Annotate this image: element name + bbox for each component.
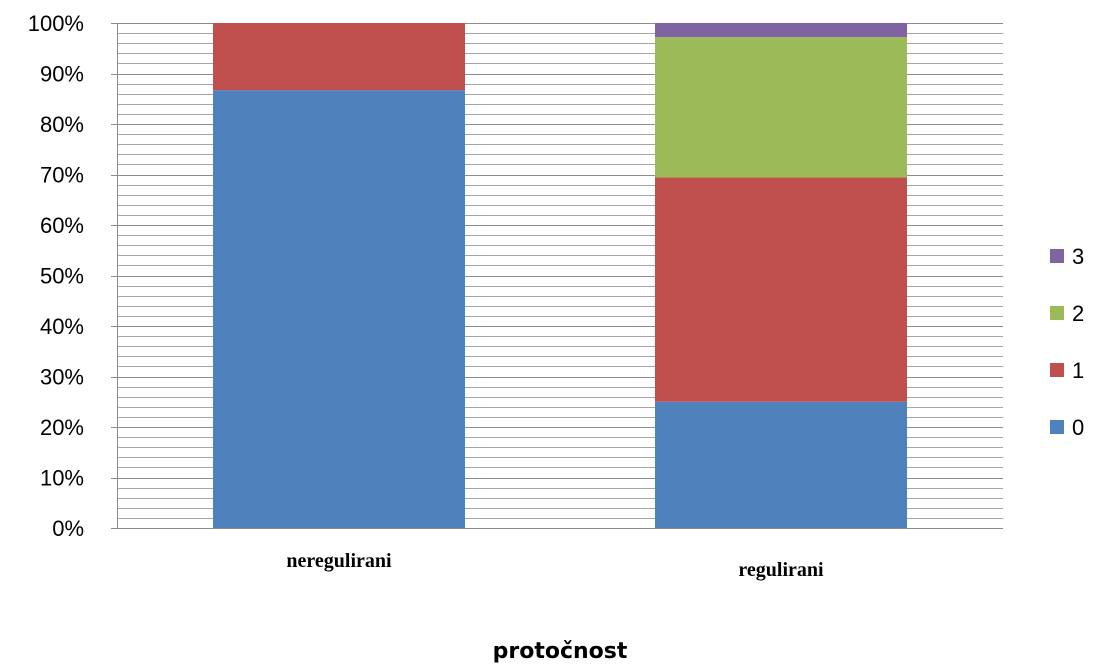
legend-item-2: 2 (1050, 301, 1084, 326)
legend-swatch (1050, 420, 1064, 434)
axes (111, 23, 1003, 529)
legend-swatch (1050, 306, 1064, 320)
y-tick-label: 80% (40, 112, 84, 137)
x-tick-labels: neregulirani regulirani (286, 550, 824, 581)
y-tick-label: 20% (40, 415, 84, 440)
y-tick-label: 0% (52, 516, 84, 541)
bar-segment-regulirani-series-2 (655, 37, 907, 178)
bars (213, 23, 907, 528)
y-tick-label: 10% (40, 466, 84, 491)
bar-segment-neregulirani-series-1 (213, 23, 465, 91)
legend-item-1: 1 (1050, 358, 1084, 383)
bar-segment-regulirani-series-3 (655, 23, 907, 38)
y-tick-label: 50% (40, 264, 84, 289)
y-tick-label: 90% (40, 62, 84, 87)
legend-item-0: 0 (1050, 415, 1084, 440)
y-tick-label: 40% (40, 314, 84, 339)
y-tick-label: 30% (40, 365, 84, 390)
legend-label: 3 (1072, 244, 1084, 269)
x-tick-label: neregulirani (286, 550, 392, 572)
legend: 3 2 1 0 (1050, 244, 1084, 440)
legend-label: 2 (1072, 301, 1084, 326)
legend-item-3: 3 (1050, 244, 1084, 269)
y-tick-label: 100% (28, 11, 84, 36)
y-tick-label: 70% (40, 163, 84, 188)
bar-segment-regulirani-series-0 (655, 401, 907, 528)
legend-swatch (1050, 363, 1064, 377)
x-tick-label: regulirani (738, 559, 824, 581)
bar-segment-regulirani-series-1 (655, 177, 907, 402)
y-tick-label: 60% (40, 213, 84, 238)
legend-label: 0 (1072, 415, 1084, 440)
y-tick-labels: 0% 10% 20% 30% 40% 50% 60% 70% 80% 90% 100% (28, 11, 84, 541)
bar-segment-neregulirani-series-0 (213, 90, 465, 528)
legend-swatch (1050, 249, 1064, 263)
x-axis-title: protočnost (493, 639, 628, 664)
legend-label: 1 (1072, 358, 1084, 383)
